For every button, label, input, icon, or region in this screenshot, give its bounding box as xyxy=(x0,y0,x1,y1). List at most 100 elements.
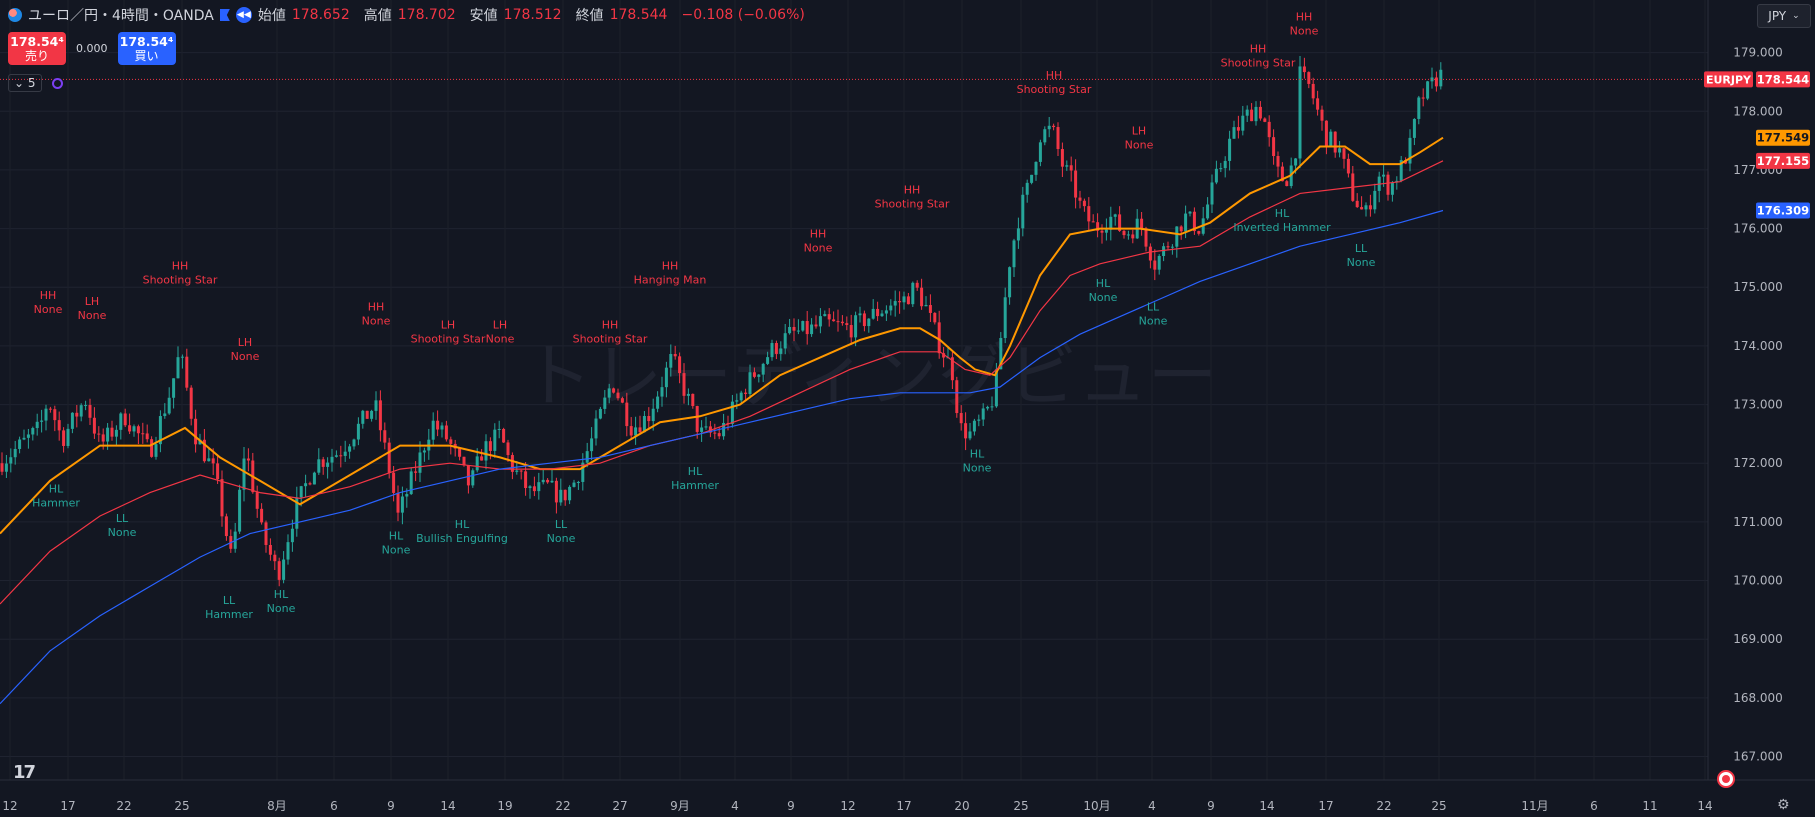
candle-body xyxy=(1206,204,1210,219)
candle-body xyxy=(713,432,717,434)
x-tick-label: 11 xyxy=(1642,799,1657,813)
candle-body xyxy=(1148,246,1152,261)
indicator-toggle[interactable]: ⌄ 5 xyxy=(8,74,42,92)
candle-body xyxy=(682,373,686,396)
candle-body xyxy=(334,455,338,457)
candle-body xyxy=(990,406,994,408)
record-icon[interactable] xyxy=(1717,770,1735,788)
candle-body xyxy=(1065,165,1069,167)
candle-body xyxy=(255,492,259,509)
candle-body xyxy=(563,489,567,501)
replay-icon[interactable]: ◀◀ xyxy=(235,7,252,23)
pattern-label: None xyxy=(1125,139,1154,152)
candle-body xyxy=(920,287,924,307)
candle-body xyxy=(1091,221,1095,223)
candle-body xyxy=(304,483,308,487)
candle-body xyxy=(361,410,365,424)
candle-body xyxy=(550,480,554,483)
pattern-label: LH xyxy=(238,336,252,349)
currency-selector[interactable]: JPY ⌄ xyxy=(1757,4,1811,28)
pattern-label: HH xyxy=(368,301,385,314)
candle-body xyxy=(590,438,594,452)
x-tick-label: 17 xyxy=(1318,799,1333,813)
pattern-label: LH xyxy=(1132,125,1146,138)
candle-body xyxy=(202,439,206,462)
pattern-label: Shooting Star xyxy=(143,274,218,287)
candle-body xyxy=(620,398,624,403)
candle-body xyxy=(158,416,162,445)
pattern-label: HH xyxy=(602,318,619,331)
pattern-label: LL xyxy=(1147,301,1160,314)
y-tick-label: 174.000 xyxy=(1733,339,1783,353)
candle-body xyxy=(392,472,396,493)
candle-body xyxy=(444,425,448,440)
candle-body xyxy=(510,455,514,472)
candle-body xyxy=(44,408,48,421)
candle-body xyxy=(471,470,475,486)
candle-body xyxy=(348,446,352,452)
candle-body xyxy=(422,450,426,453)
symbol-title[interactable]: ユーロ／円・4時間・OANDA xyxy=(28,8,214,24)
ma-line-1 xyxy=(0,136,1444,535)
x-tick-label: 9 xyxy=(1207,799,1215,813)
candle-body xyxy=(827,314,831,320)
pattern-label: Hanging Man xyxy=(634,274,707,287)
settings-icon[interactable]: ⚙ xyxy=(1777,797,1790,813)
pattern-label: HH xyxy=(904,183,921,196)
candle-body xyxy=(295,497,299,529)
candle-body xyxy=(889,305,893,311)
y-tick-label: 169.000 xyxy=(1733,632,1783,646)
candle-body xyxy=(128,425,132,432)
y-tick-label: 168.000 xyxy=(1733,691,1783,705)
tradingview-logo-icon[interactable]: 17 xyxy=(13,762,36,783)
pattern-label: None xyxy=(78,309,107,322)
candle-body xyxy=(1170,246,1174,248)
sell-button[interactable]: 178.54⁴ 売り xyxy=(8,32,66,65)
candle-body xyxy=(57,420,61,431)
candle-body xyxy=(268,544,272,555)
candle-body xyxy=(185,356,189,388)
candle-body xyxy=(216,463,220,480)
candle-body xyxy=(906,296,910,305)
candle-body xyxy=(488,441,492,451)
buy-price: 178.54⁴ xyxy=(119,33,174,49)
candle-body xyxy=(431,420,435,440)
x-tick-label: 19 xyxy=(497,799,512,813)
candle-body xyxy=(1434,77,1438,87)
candle-body xyxy=(22,437,26,440)
candle-body xyxy=(722,422,726,437)
candle-body xyxy=(972,420,976,432)
candle-body xyxy=(1188,211,1192,214)
candle-body xyxy=(273,554,277,562)
candle-body xyxy=(1087,206,1091,222)
candle-body xyxy=(911,282,915,305)
x-tick-label: 6 xyxy=(1590,799,1598,813)
candle-body xyxy=(1219,168,1223,170)
candle-body xyxy=(770,343,774,358)
pattern-label: HL xyxy=(274,588,289,601)
candle-body xyxy=(717,433,721,437)
candle-body xyxy=(1210,182,1214,205)
candle-body xyxy=(598,408,602,419)
candle-body xyxy=(783,333,787,349)
pattern-label: None xyxy=(1089,291,1118,304)
candle-body xyxy=(607,388,611,398)
candle-body xyxy=(959,413,963,424)
candle-body xyxy=(766,357,770,364)
candle-body xyxy=(832,319,836,322)
pattern-label: None xyxy=(963,461,992,474)
candle-body xyxy=(955,380,959,414)
candle-body xyxy=(211,458,215,464)
candle-body xyxy=(141,433,145,435)
candle-body xyxy=(915,282,919,288)
candle-body xyxy=(739,392,743,401)
candle-body xyxy=(194,418,198,445)
candle-body xyxy=(317,459,321,473)
candle-body xyxy=(801,321,805,331)
candle-body xyxy=(326,462,330,467)
candle-body xyxy=(1140,218,1144,229)
flag-icon[interactable] xyxy=(219,9,230,21)
buy-button[interactable]: 178.54⁴ 買い xyxy=(117,32,176,65)
candle-body xyxy=(383,430,387,443)
